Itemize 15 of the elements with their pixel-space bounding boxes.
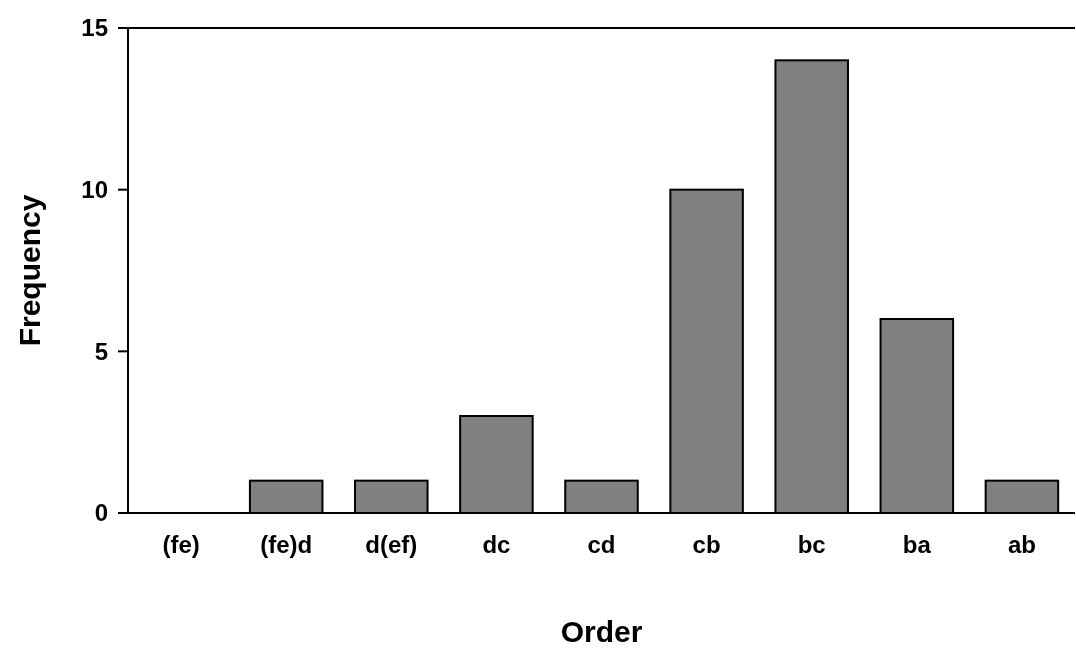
- x-tick-label: (fe)d: [260, 531, 313, 558]
- x-tick-label: bc: [797, 531, 826, 558]
- x-tick-label: ab: [1007, 531, 1036, 558]
- y-axis-title: Frequency: [13, 194, 46, 347]
- y-tick-label: 0: [94, 499, 108, 527]
- x-tick-label: d(ef): [365, 531, 418, 558]
- x-tick-label: cd: [587, 531, 616, 558]
- x-tick-label: (fe): [162, 531, 200, 558]
- y-tick-label: 10: [81, 176, 108, 204]
- x-tick-label: dc: [482, 531, 511, 558]
- x-tick-label: cb: [692, 531, 721, 558]
- x-axis-title: Order: [560, 615, 643, 648]
- x-tick-label: ba: [902, 531, 932, 558]
- y-tick-label: 15: [81, 14, 108, 42]
- y-tick-label: 5: [94, 337, 108, 365]
